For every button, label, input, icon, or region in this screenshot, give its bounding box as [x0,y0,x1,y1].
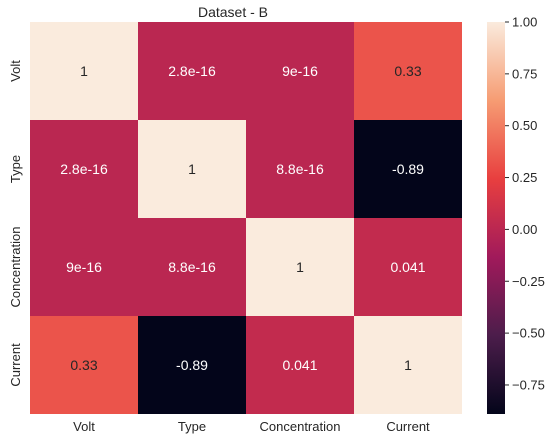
y-tick-label: Concentration [8,227,23,308]
heatmap-cell-label: 8.8e-16 [276,161,324,177]
heatmap-cell-label: 0.041 [390,259,425,275]
x-tick-label: Current [386,419,430,434]
heatmap-cell-label: -0.89 [392,161,424,177]
heatmap-cell [30,22,138,120]
chart-title: Dataset - B [198,4,268,20]
heatmap-cell [138,316,246,414]
x-tick-label: Type [178,419,206,434]
y-axis-tick-labels: Volt Type Concentration Current [8,60,23,387]
y-tick-label: Volt [8,60,23,82]
heatmap-cell [138,120,246,218]
colorbar-tick-label: 0.75 [512,66,537,81]
heatmap-cell-label: 2.8e-16 [60,161,108,177]
heatmap-cell [246,218,354,316]
x-axis-tick-labels: Volt Type Concentration Current [73,419,430,434]
heatmap-cell [354,316,462,414]
colorbar [487,22,505,414]
colorbar-tick-label: −0.25 [512,274,545,289]
heatmap-cell [354,22,462,120]
heatmap-cell-label: 2.8e-16 [168,63,216,79]
heatmap-cell [138,22,246,120]
heatmap-cell-label: 1 [404,357,412,373]
colorbar-ticks: 1.00 0.75 0.50 0.25 0.00 −0.25 −0.50 −0.75 [505,15,545,392]
heatmap-cell-label: 0.041 [282,357,317,373]
heatmap-cell [30,120,138,218]
heatmap-cell-label: 1 [296,259,304,275]
heatmap-cell-label: 0.33 [394,63,421,79]
y-tick-label: Type [8,155,23,183]
heatmap-cell [246,22,354,120]
colorbar-tick-label: −0.50 [512,326,545,341]
y-tick-label: Current [8,343,23,387]
colorbar-tick-label: 0.00 [512,222,537,237]
heatmap-cell [246,120,354,218]
x-tick-label: Volt [73,419,95,434]
heatmap-cell [30,218,138,316]
colorbar-tick-label: −0.75 [512,377,545,392]
heatmap-cell-label: 8.8e-16 [168,259,216,275]
heatmap-cell [138,218,246,316]
colorbar-tick-label: 0.25 [512,170,537,185]
heatmap-cells [30,22,462,414]
colorbar-tick-label: 1.00 [512,15,537,30]
heatmap-cell [246,316,354,414]
x-tick-label: Concentration [260,419,341,434]
colorbar-tick-label: 0.50 [512,118,537,133]
heatmap-cell-labels: 1 2.8e-16 9e-16 0.33 2.8e-16 1 8.8e-16 -0.89 9e-… [60,63,425,373]
heatmap-cell [354,120,462,218]
heatmap-cell-label: 9e-16 [282,63,318,79]
heatmap-cell-label: 0.33 [70,357,97,373]
heatmap-cell-label: -0.89 [176,357,208,373]
heatmap-cell [354,218,462,316]
heatmap-cell [30,316,138,414]
heatmap-cell-label: 1 [80,63,88,79]
heatmap-cell-label: 9e-16 [66,259,102,275]
heatmap-cell-label: 1 [188,161,196,177]
